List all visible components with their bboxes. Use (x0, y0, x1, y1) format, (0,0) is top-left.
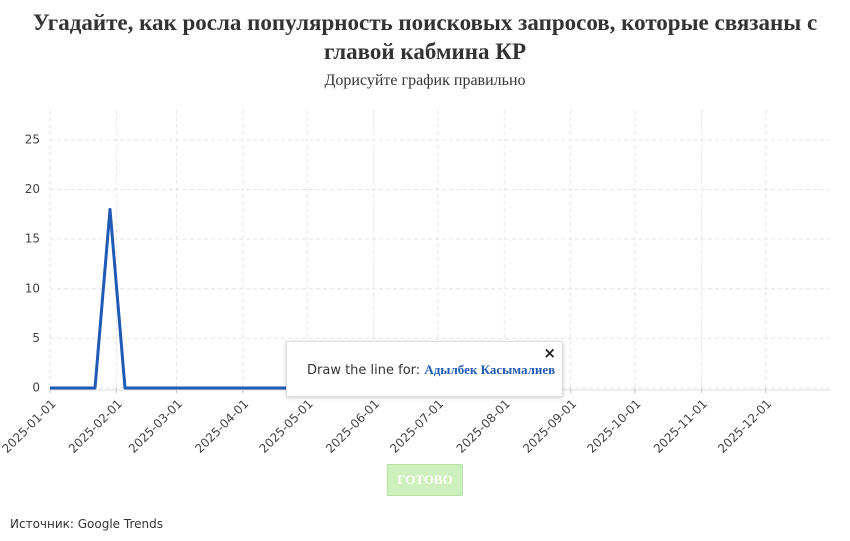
x-tick-label: 2025-03-01 (126, 397, 185, 456)
close-button[interactable]: × (543, 344, 556, 362)
tooltip: Draw the line for: Адылбек Касымалиев × (286, 341, 563, 397)
source: Источник: Google Trends (10, 517, 163, 531)
x-tick-label: 2025-07-01 (387, 397, 446, 456)
x-tick-label: 2025-06-01 (323, 397, 382, 456)
y-tick-label: 5 (32, 331, 40, 345)
x-tick-label: 2025-11-01 (651, 397, 710, 456)
x-tick-label: 2025-05-01 (257, 397, 316, 456)
prompt: Draw the line for: (307, 363, 421, 378)
y-tick-label: 0 (32, 381, 40, 395)
x-tick-label: 2025-09-01 (520, 397, 579, 456)
y-tick-label: 20 (25, 182, 40, 196)
x-tick-label: 2025-01-01 (0, 397, 59, 456)
series-line (50, 207, 299, 390)
x-tick-label: 2025-08-01 (454, 397, 513, 456)
x-tick-label: 2025-02-01 (66, 397, 125, 456)
y-tick-label: 10 (25, 281, 40, 295)
y-tick-label: 15 (25, 232, 40, 246)
y-tick-label: 25 (25, 132, 40, 146)
x-tick-label: 2025-10-01 (584, 397, 643, 456)
done-button[interactable]: ГОТОВО (387, 464, 463, 496)
chart-subtitle: Дорисуйте график правильно (324, 72, 526, 89)
series-name: Адылбек Касымалиев (424, 362, 556, 377)
chart-title: Угадайте, как росла популярность поисков… (32, 10, 818, 64)
x-tick-label: 2025-12-01 (715, 397, 774, 456)
x-tick-label: 2025-04-01 (192, 397, 251, 456)
